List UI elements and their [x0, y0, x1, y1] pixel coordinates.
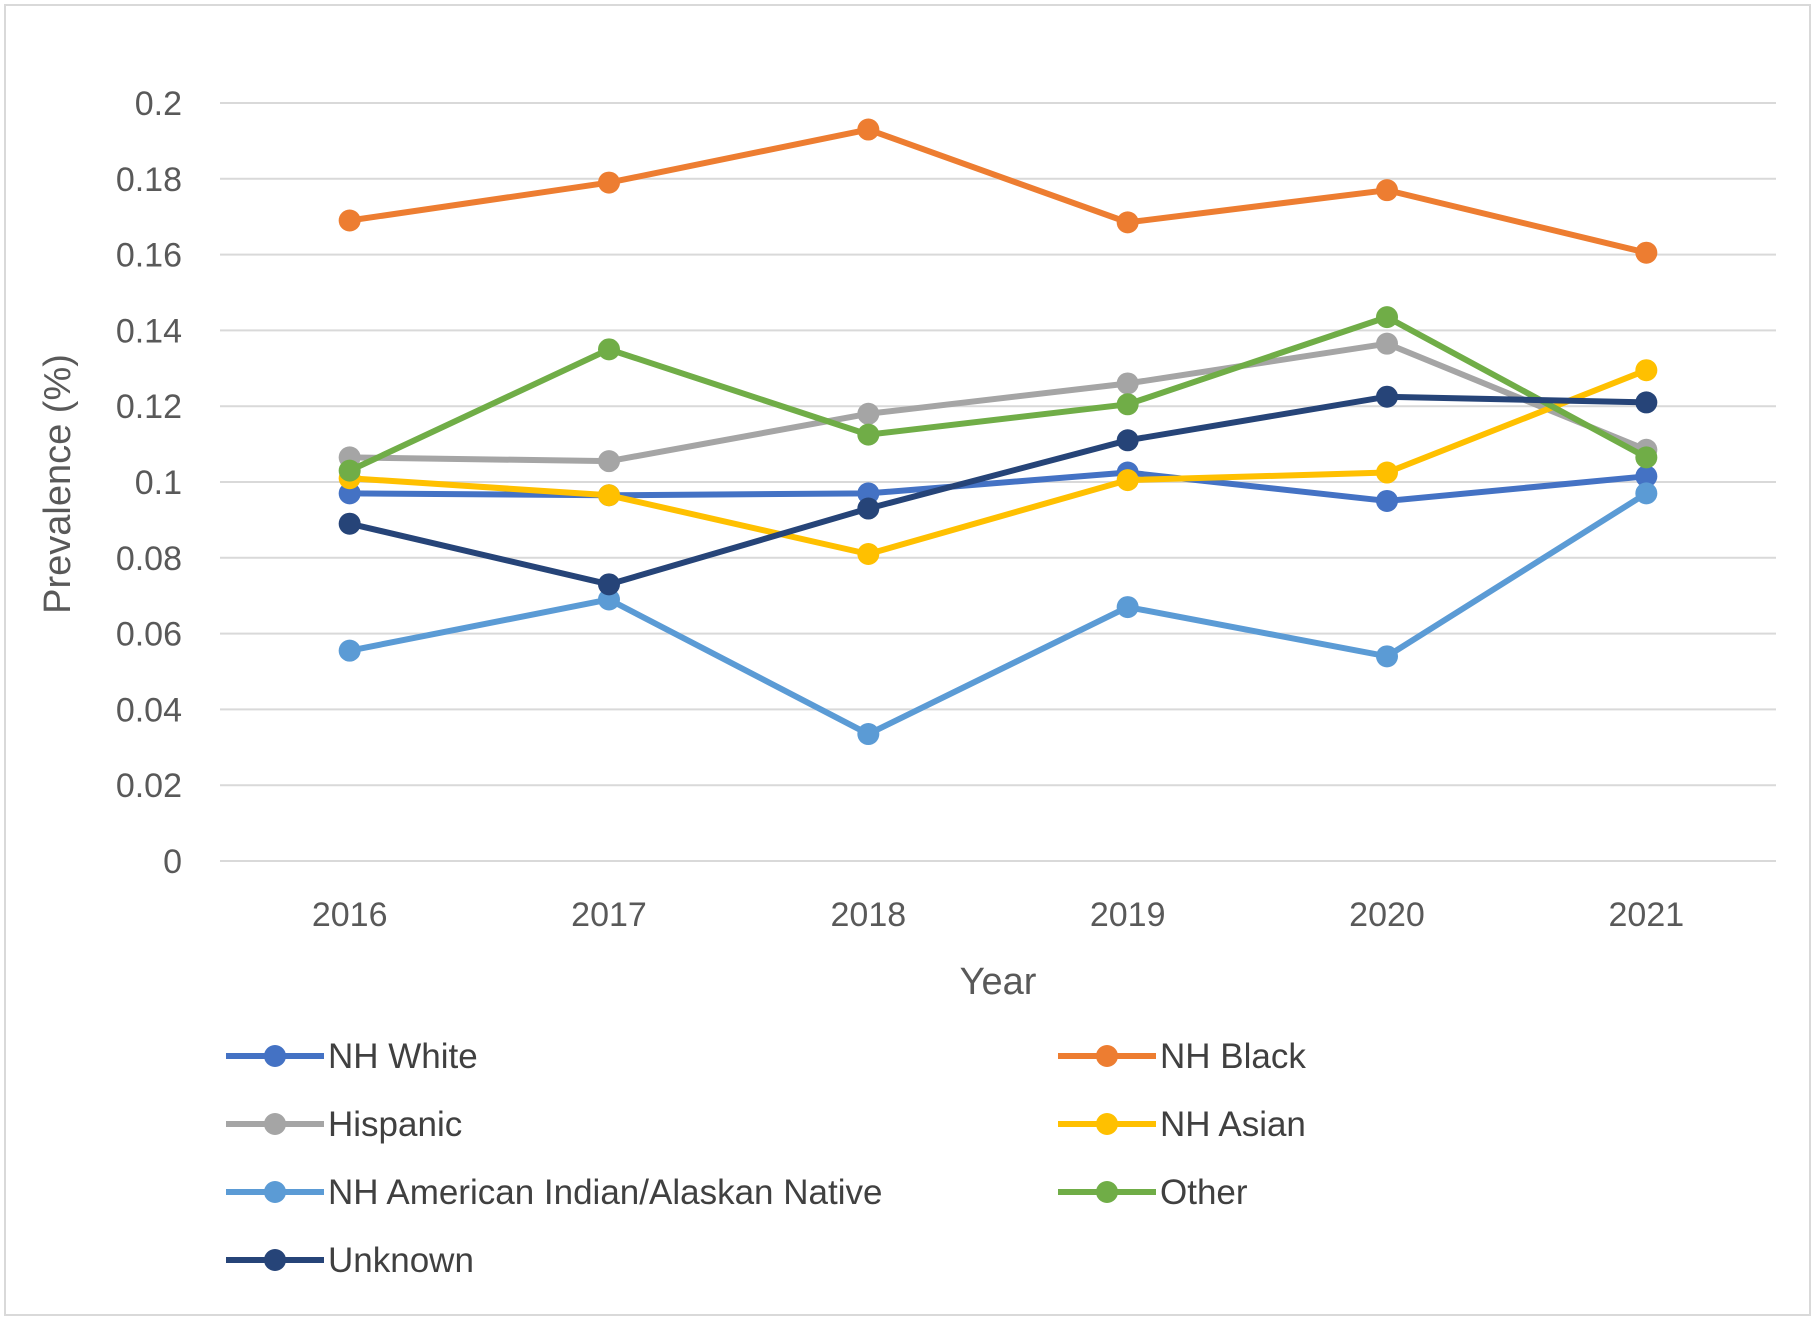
y-tick-label: 0.04 [116, 691, 182, 729]
y-tick-label: 0.08 [116, 540, 182, 578]
x-tick-label: 2018 [831, 896, 907, 934]
legend-item: NH Asian [1058, 1105, 1306, 1144]
legend-marker [1096, 1181, 1118, 1203]
data-point [1116, 372, 1139, 395]
series-nh-asian [338, 359, 1658, 566]
series-other [338, 306, 1658, 482]
legend-marker [264, 1113, 286, 1135]
legend-label: NH Black [1160, 1037, 1306, 1076]
legend-item: NH American Indian/Alaskan Native [226, 1173, 882, 1212]
x-tick-label: 2016 [312, 896, 388, 934]
data-point [1635, 391, 1658, 414]
series-nh-white [338, 461, 1658, 512]
series-nh-american-indian-alaskan-native [338, 482, 1658, 746]
data-point [598, 338, 620, 361]
data-point [1376, 645, 1398, 668]
data-point [598, 450, 620, 473]
x-tick-label: 2019 [1090, 896, 1166, 934]
y-tick-label: 0.02 [116, 767, 182, 805]
data-point [338, 482, 361, 505]
data-point [338, 512, 361, 535]
data-point [857, 118, 880, 141]
legend-item: NH Black [1058, 1037, 1306, 1076]
data-point [598, 484, 620, 507]
data-point [1116, 469, 1139, 492]
data-point [598, 588, 620, 611]
data-point [1635, 446, 1658, 469]
series-nh-black [338, 118, 1658, 264]
series-lines [338, 118, 1658, 746]
x-tick-label: 2020 [1349, 896, 1425, 934]
data-point [857, 482, 880, 505]
series-line [348, 314, 1648, 474]
legend-label: Unknown [328, 1241, 474, 1280]
legend-label: Other [1160, 1173, 1248, 1212]
data-point [338, 209, 361, 232]
legend-item: Hispanic [226, 1105, 462, 1144]
series-line [349, 367, 1648, 558]
y-tick-label: 0.16 [116, 237, 182, 275]
y-tick-label: 0.14 [116, 312, 182, 350]
legend-label: NH Asian [1160, 1105, 1306, 1144]
data-point [598, 573, 620, 596]
y-tick-label: 0.18 [116, 161, 182, 199]
data-point [857, 402, 880, 425]
legend-label: NH White [328, 1037, 478, 1076]
data-point [598, 171, 620, 194]
data-point [1376, 306, 1398, 329]
data-point [857, 497, 880, 520]
data-point [338, 459, 361, 482]
y-tick-label: 0.12 [116, 388, 182, 426]
data-point [857, 723, 880, 746]
y-tick-label: 0.06 [116, 616, 182, 654]
data-point [1635, 241, 1658, 264]
data-point [1635, 465, 1658, 488]
legend-marker [264, 1181, 286, 1203]
y-tick-label: 0.1 [135, 464, 182, 502]
series-line [349, 126, 1648, 256]
series-line [348, 393, 1647, 588]
data-point [1635, 482, 1658, 505]
data-point [857, 543, 880, 566]
y-tick-label: 0 [163, 843, 182, 881]
x-axis-title: Year [960, 961, 1037, 1003]
series-line [349, 340, 1648, 465]
series-line [349, 490, 1648, 738]
x-tick-label: 2017 [571, 896, 647, 934]
legend-marker [264, 1045, 286, 1067]
x-tick-label: 2021 [1609, 896, 1685, 934]
data-point [1376, 461, 1398, 484]
series-unknown [338, 385, 1658, 596]
legend-item: NH White [226, 1037, 478, 1076]
y-axis-ticks: 0 0.02 0.04 0.06 0.08 0.1 0.12 0.14 0.16 0.18 0.2 [116, 85, 182, 881]
legend-marker [1096, 1113, 1118, 1135]
legend-item: Other [1058, 1173, 1248, 1212]
data-point [1376, 385, 1398, 408]
data-point [1116, 393, 1139, 416]
data-point [1376, 489, 1398, 512]
y-axis-title: Prevalence (%) [37, 354, 79, 614]
data-point [1116, 211, 1139, 234]
data-point [1635, 359, 1658, 382]
legend-label: Hispanic [328, 1105, 462, 1144]
legend-label: NH American Indian/Alaskan Native [328, 1173, 882, 1212]
data-point [857, 423, 880, 446]
series-hispanic [338, 332, 1658, 473]
data-point [1116, 429, 1139, 452]
data-point [1376, 332, 1398, 355]
legend-item: Unknown [226, 1241, 474, 1280]
data-point [1116, 596, 1139, 619]
data-point [1376, 179, 1398, 202]
legend-marker [264, 1249, 286, 1271]
y-tick-label: 0.2 [135, 85, 182, 123]
data-point [338, 639, 361, 662]
legend: NH White NH Black Hispanic NH Asian NH Ameri… [226, 1037, 1306, 1280]
x-axis-ticks: 2016 2017 2018 2019 2020 2021 [312, 896, 1684, 934]
legend-marker [1096, 1045, 1118, 1067]
